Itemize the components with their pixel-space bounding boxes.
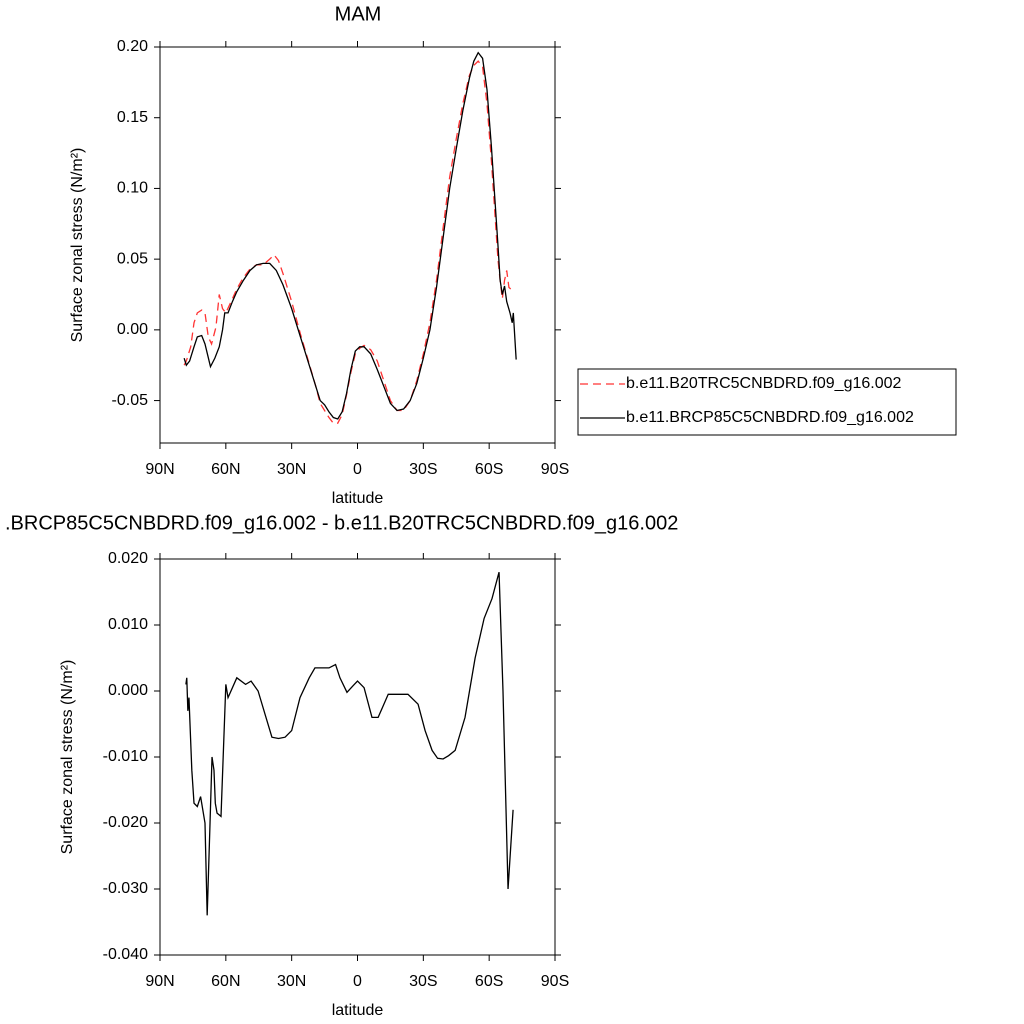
chart-title: .BRCP85C5CNBDRD.f09_g16.002 - b.e11.B20T…: [5, 512, 678, 534]
chart-panel: .BRCP85C5CNBDRD.f09_g16.002 - b.e11.B20T…: [5, 512, 678, 1019]
legend-label: b.e11.BRCP85C5CNBDRD.f09_g16.002: [626, 409, 914, 426]
x-tick-label: 0: [353, 461, 362, 478]
x-tick-label: 30N: [277, 973, 306, 990]
y-tick-label: 0.000: [108, 682, 148, 699]
legend-frame: [577, 368, 957, 436]
x-tick-label: 60N: [211, 973, 240, 990]
x-tick-label: 90N: [145, 461, 174, 478]
legend: b.e11.B20TRC5CNBDRD.f09_g16.002 b.e11.BRC…: [577, 368, 957, 436]
plot-frame: [159, 558, 556, 956]
x-tick-label: 60S: [475, 973, 503, 990]
x-tick-label: 30S: [409, 461, 437, 478]
y-tick-label: 0.20: [117, 38, 148, 55]
chart-title: MAM: [335, 3, 382, 25]
x-tick-label: 90N: [145, 973, 174, 990]
x-tick-label: 90S: [541, 973, 569, 990]
y-tick-label: -0.040: [103, 946, 148, 963]
y-tick-label: 0.10: [117, 180, 148, 197]
data-line: [185, 572, 514, 916]
x-tick-label: 60N: [211, 461, 240, 478]
x-axis-label: latitude: [332, 1002, 384, 1019]
y-tick-label: 0.010: [108, 616, 148, 633]
y-tick-label: 0.05: [117, 250, 148, 267]
x-tick-label: 60S: [475, 461, 503, 478]
data-line: [183, 60, 513, 424]
x-tick-label: 0: [353, 973, 362, 990]
y-tick-label: -0.030: [103, 880, 148, 897]
y-tick-label: 0.00: [117, 321, 148, 338]
data-line: [183, 51, 517, 420]
chart-panel: MAM 90N 60N 30N 0 30S 60S 90S -0.05 0.00 0.05 0.10 0…: [69, 3, 957, 507]
plot-frame: [159, 46, 556, 444]
y-tick-label: 0.15: [117, 109, 148, 126]
y-tick-label: -0.020: [103, 814, 148, 831]
y-axis-label: Surface zonal stress (N/m²): [59, 660, 76, 855]
x-tick-label: 30S: [409, 973, 437, 990]
y-tick-label: 0.020: [108, 550, 148, 567]
x-tick-label: 30N: [277, 461, 306, 478]
y-tick-label: -0.010: [103, 748, 148, 765]
x-tick-label: 90S: [541, 461, 569, 478]
x-axis-label: latitude: [332, 490, 384, 507]
y-tick-label: -0.05: [112, 392, 149, 409]
legend-label: b.e11.B20TRC5CNBDRD.f09_g16.002: [626, 375, 902, 392]
y-axis-label: Surface zonal stress (N/m²): [69, 148, 86, 343]
